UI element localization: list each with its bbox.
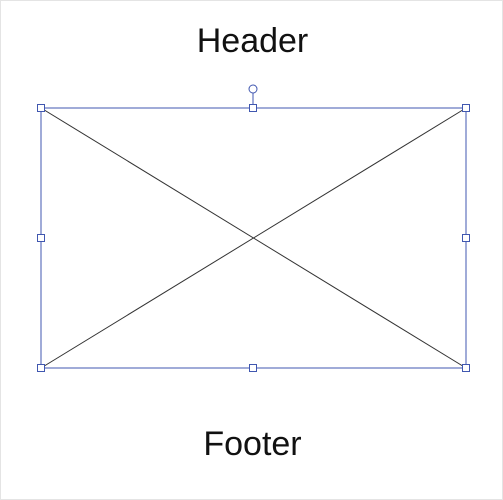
resize-handle-bottom-center[interactable] xyxy=(249,364,257,372)
resize-handle-middle-right[interactable] xyxy=(462,234,470,242)
header-text[interactable]: Header xyxy=(196,22,309,60)
resize-handle-top-right[interactable] xyxy=(462,104,470,112)
resize-handle-top-center[interactable] xyxy=(249,104,257,112)
resize-handle-bottom-right[interactable] xyxy=(462,364,470,372)
resize-handle-bottom-left[interactable] xyxy=(37,364,45,372)
rotate-handle-icon[interactable] xyxy=(248,84,258,94)
resize-handle-top-left[interactable] xyxy=(37,104,45,112)
resize-handle-middle-left[interactable] xyxy=(37,234,45,242)
placeholder-diagonal-line xyxy=(40,107,467,369)
footer-text[interactable]: Footer xyxy=(203,425,302,463)
